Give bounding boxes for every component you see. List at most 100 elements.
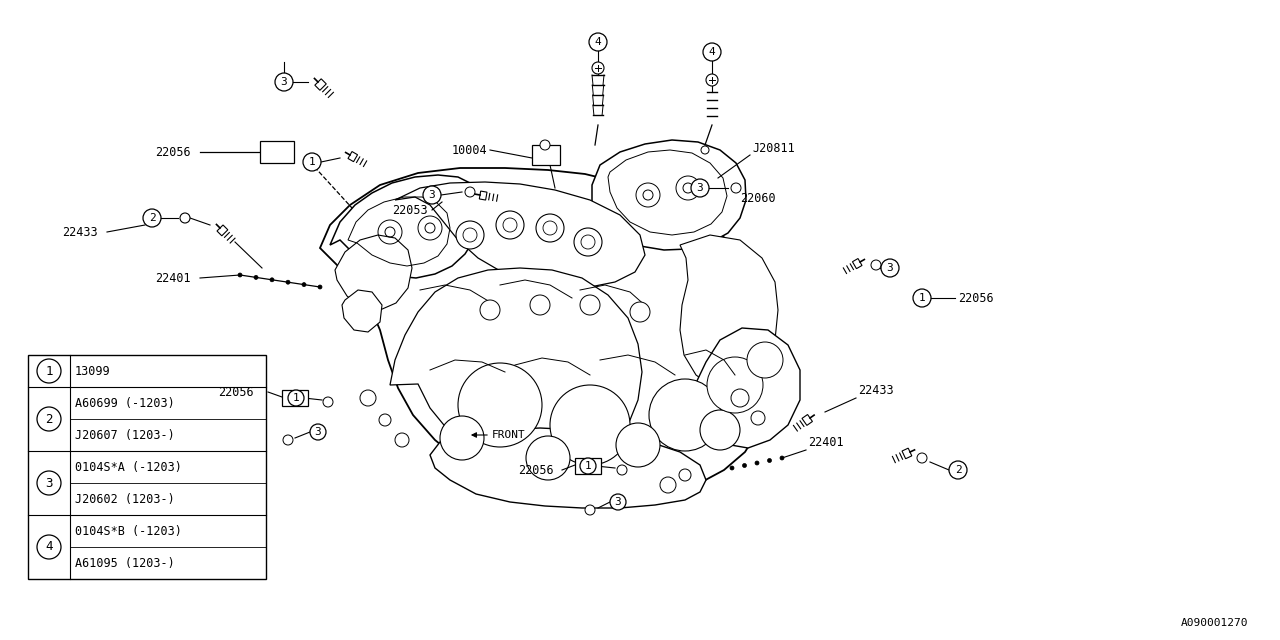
Circle shape [580,295,600,315]
Text: 22060: 22060 [740,191,776,205]
Text: 1: 1 [293,393,300,403]
Circle shape [310,424,326,440]
Circle shape [948,461,966,479]
Text: 2: 2 [45,413,52,426]
Circle shape [700,410,740,450]
Circle shape [317,285,323,289]
Text: 1: 1 [45,365,52,378]
Circle shape [497,211,524,239]
Circle shape [463,228,477,242]
Polygon shape [396,182,645,287]
Text: A60699 (-1203): A60699 (-1203) [76,397,175,410]
Circle shape [536,214,564,242]
Circle shape [701,146,709,154]
Circle shape [238,273,242,277]
Text: 2: 2 [955,465,961,475]
Circle shape [303,153,321,171]
Text: 2: 2 [148,213,155,223]
Circle shape [707,74,718,86]
Circle shape [573,228,602,256]
Text: 3: 3 [429,190,435,200]
Text: 22053: 22053 [392,204,428,216]
Circle shape [630,302,650,322]
Circle shape [616,423,660,467]
Circle shape [581,235,595,249]
Circle shape [480,300,500,320]
Circle shape [691,179,709,197]
Circle shape [540,140,550,150]
Circle shape [396,433,410,447]
Circle shape [503,218,517,232]
Text: 3: 3 [696,183,704,193]
Circle shape [751,411,765,425]
Text: 22433: 22433 [61,225,97,239]
Polygon shape [680,235,778,390]
Text: 3: 3 [614,497,621,507]
Text: 3: 3 [315,427,321,437]
Circle shape [440,416,484,460]
Text: 3: 3 [887,263,893,273]
Circle shape [881,259,899,277]
Text: 4: 4 [709,47,716,57]
Circle shape [180,213,189,223]
Circle shape [422,186,442,204]
Circle shape [611,494,626,510]
Bar [282,390,308,406]
Polygon shape [591,140,746,250]
Circle shape [591,62,604,74]
Circle shape [456,221,484,249]
Circle shape [580,458,596,474]
Circle shape [302,283,306,287]
Text: 10004: 10004 [452,143,488,157]
Circle shape [143,209,161,227]
Text: 1: 1 [308,157,315,167]
Circle shape [465,187,475,197]
Polygon shape [695,328,800,448]
Circle shape [768,458,772,463]
Polygon shape [330,175,480,278]
Circle shape [550,385,630,465]
Text: 22056: 22056 [218,385,253,399]
Circle shape [660,477,676,493]
Circle shape [458,363,541,447]
Circle shape [916,453,927,463]
Text: 1: 1 [585,461,591,471]
Polygon shape [852,259,861,269]
Text: 22056: 22056 [155,145,191,159]
Circle shape [589,33,607,51]
Polygon shape [335,235,412,310]
Text: 22401: 22401 [808,435,844,449]
Text: 4: 4 [595,37,602,47]
Text: J20811: J20811 [753,141,795,154]
Circle shape [37,359,61,383]
Circle shape [285,280,291,284]
Bar [260,141,294,163]
Polygon shape [902,448,911,459]
Circle shape [37,471,61,495]
Polygon shape [218,225,228,236]
Circle shape [730,466,733,470]
Circle shape [530,295,550,315]
Circle shape [731,183,741,193]
Polygon shape [390,268,643,465]
Polygon shape [803,415,813,426]
Text: 22433: 22433 [858,383,893,397]
Circle shape [323,397,333,407]
Circle shape [780,456,783,460]
Text: J20607 (1203-): J20607 (1203-) [76,429,175,442]
Circle shape [870,260,881,270]
Circle shape [617,465,627,475]
Circle shape [755,461,759,465]
Circle shape [703,43,721,61]
Text: FRONT: FRONT [492,430,526,440]
Text: 13099: 13099 [76,365,110,378]
Circle shape [585,505,595,515]
Text: 22401: 22401 [155,271,191,285]
Text: 22056: 22056 [957,291,993,305]
Circle shape [275,73,293,91]
Text: 3: 3 [45,477,52,490]
Text: A090001270: A090001270 [1180,618,1248,628]
Circle shape [379,414,390,426]
Text: 0104S*B (-1203): 0104S*B (-1203) [76,525,182,538]
Text: 0104S*A (-1203): 0104S*A (-1203) [76,461,182,474]
